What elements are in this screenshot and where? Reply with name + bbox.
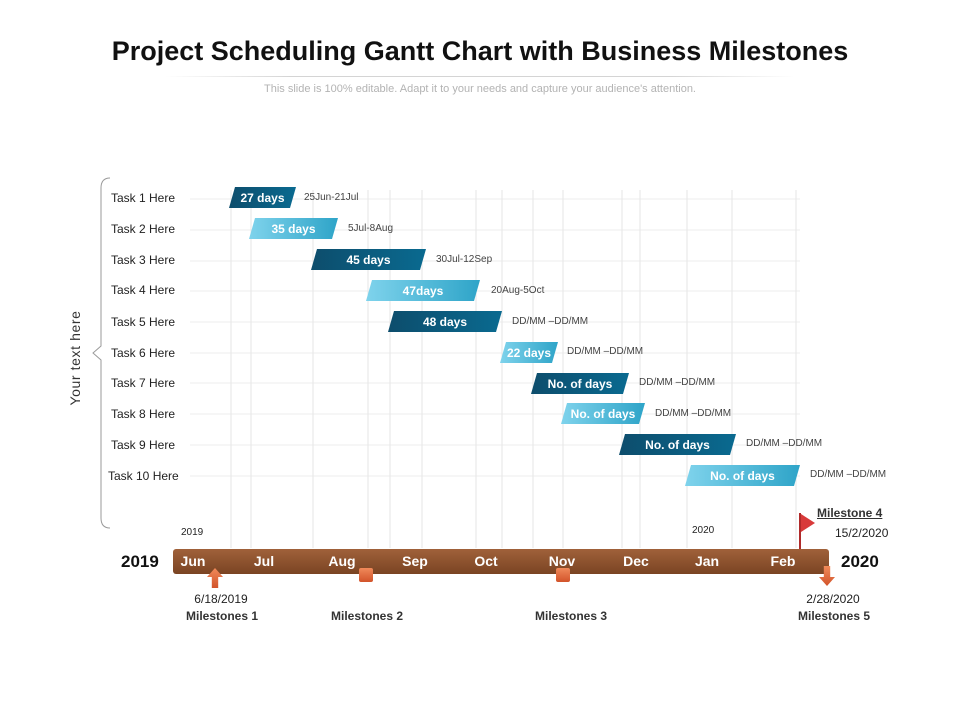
milestone-3-name: Milestones 3	[534, 609, 608, 623]
task-bar: 22 days	[500, 342, 558, 363]
task-date-range: DD/MM –DD/MM	[512, 316, 589, 327]
task-bar: No. of days	[619, 434, 736, 455]
milestone-4-date: 15/2/2020	[835, 526, 889, 540]
task-label: Task 7 Here	[111, 376, 176, 390]
month-label: Oct	[474, 553, 498, 569]
task-date-range: 25Jun-21Jul	[304, 192, 359, 203]
month-label: Nov	[548, 553, 576, 569]
task-date-range: DD/MM –DD/MM	[639, 377, 716, 388]
task-label: Task 5 Here	[111, 315, 176, 329]
milestone-square-icon	[556, 568, 570, 582]
month-label: Feb	[770, 553, 796, 569]
milestone-1-date: 6/18/2019	[194, 592, 248, 606]
milestone-5-date: 2/28/2020	[806, 592, 860, 606]
side-axis-label: Your text here	[67, 310, 83, 406]
task-label: Task 1 Here	[111, 191, 176, 205]
month-label: Dec	[623, 553, 649, 569]
task-date-range: 30Jul-12Sep	[436, 254, 493, 265]
task-label: Task 3 Here	[111, 253, 176, 267]
task-bar: No. of days	[531, 373, 629, 394]
task-label: Task 4 Here	[111, 283, 176, 297]
timeline-end-year: 2020	[841, 552, 879, 571]
page-title: Project Scheduling Gantt Chart with Busi…	[111, 36, 849, 66]
timeline-bar	[173, 549, 829, 574]
task-bar: No. of days	[561, 403, 645, 424]
month-label: Jan	[694, 553, 720, 569]
timeline-start-year: 2019	[121, 552, 159, 571]
task-bar: 35 days	[249, 218, 338, 239]
title-divider	[165, 76, 795, 77]
task-bar: 45 days	[311, 249, 426, 270]
month-label: Jun	[180, 553, 206, 569]
task-bar: 48 days	[388, 311, 502, 332]
left-brace	[92, 177, 111, 529]
page-subtitle: This slide is 100% editable. Adapt it to…	[264, 83, 696, 95]
task-label: Task 8 Here	[111, 407, 176, 421]
month-label: Jul	[253, 553, 275, 569]
task-bar: 27 days	[229, 187, 296, 208]
milestone-1-name: Milestones 1	[185, 609, 259, 623]
task-date-range: 20Aug-5Oct	[491, 285, 545, 296]
task-date-range: DD/MM –DD/MM	[810, 469, 887, 480]
month-label: Sep	[402, 553, 428, 569]
task-label: Task 10 Here	[108, 469, 179, 483]
milestone-4-name: Milestone 4	[817, 506, 883, 520]
task-date-range: DD/MM –DD/MM	[567, 346, 644, 357]
task-date-range: DD/MM –DD/MM	[655, 408, 732, 419]
task-date-range: 5Jul-8Aug	[348, 223, 394, 234]
milestone-square-icon	[359, 568, 373, 582]
grid-vertical-lines	[230, 190, 797, 548]
task-label: Task 2 Here	[111, 222, 176, 236]
month-label: Aug	[328, 553, 356, 569]
task-bar: 47days	[366, 280, 480, 301]
task-label: Task 6 Here	[111, 346, 176, 360]
flag-pole	[799, 513, 801, 549]
task-bar: No. of days	[685, 465, 800, 486]
milestone-2-name: Milestones 2	[330, 609, 404, 623]
year-marker-start: 2019	[181, 527, 204, 538]
task-date-range: DD/MM –DD/MM	[746, 438, 823, 449]
year-marker-end: 2020	[692, 525, 715, 536]
milestone-5-name: Milestones 5	[797, 609, 871, 623]
task-label: Task 9 Here	[111, 438, 176, 452]
